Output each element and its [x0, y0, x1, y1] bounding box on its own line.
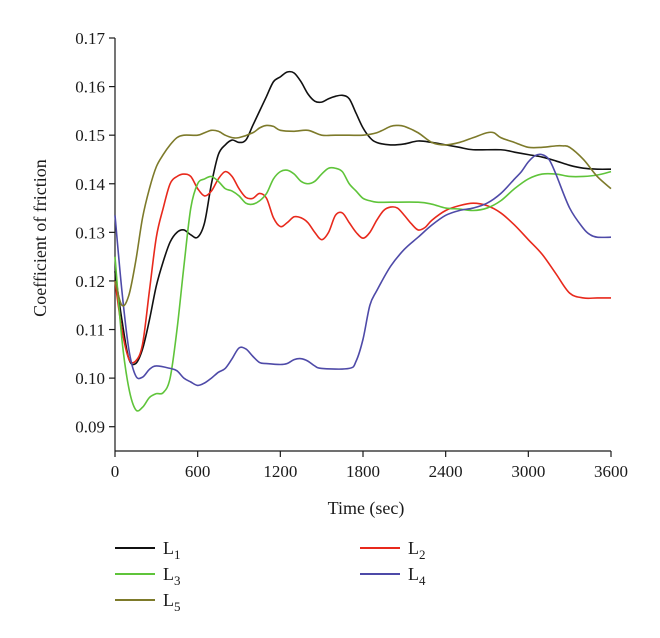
series-line-l2 — [114, 170, 611, 364]
series-line-l5 — [114, 124, 612, 307]
series-line-l3 — [114, 166, 612, 412]
legend-label-l1: L1 — [163, 538, 181, 562]
y-tick-label: 0.11 — [76, 321, 105, 340]
x-tick-label: 0 — [111, 462, 120, 481]
series-line-l1 — [114, 70, 612, 366]
legend-label-l3: L3 — [163, 564, 181, 588]
y-tick-label: 0.15 — [75, 126, 105, 145]
x-tick-label: 2400 — [429, 462, 463, 481]
y-tick-label: 0.09 — [75, 418, 105, 437]
y-axis-title: Coefficient of friction — [30, 159, 50, 317]
y-tick-label: 0.16 — [75, 78, 105, 97]
y-tick-label: 0.14 — [75, 175, 105, 194]
series-layer — [114, 70, 612, 412]
y-tick-label: 0.12 — [75, 272, 105, 291]
x-axis-title: Time (sec) — [328, 498, 405, 519]
y-tick-label: 0.17 — [75, 29, 105, 48]
y-tick-label: 0.10 — [75, 369, 105, 388]
y-tick-label: 0.13 — [75, 223, 105, 242]
x-tick-label: 1200 — [263, 462, 297, 481]
x-tick-label: 600 — [185, 462, 211, 481]
series-line-l4 — [114, 153, 612, 387]
legend: L1 L2 L3 L4 L5 — [115, 538, 426, 614]
axes: 0.09 0.10 0.11 0.12 0.13 0.14 0.15 0.16 0.17 0 600… — [75, 29, 628, 481]
x-tick-label: 3000 — [511, 462, 545, 481]
x-tick-label: 3600 — [594, 462, 628, 481]
legend-label-l5: L5 — [163, 590, 181, 614]
legend-label-l4: L4 — [408, 564, 426, 588]
x-tick-label: 1800 — [346, 462, 380, 481]
legend-label-l2: L2 — [408, 538, 426, 562]
